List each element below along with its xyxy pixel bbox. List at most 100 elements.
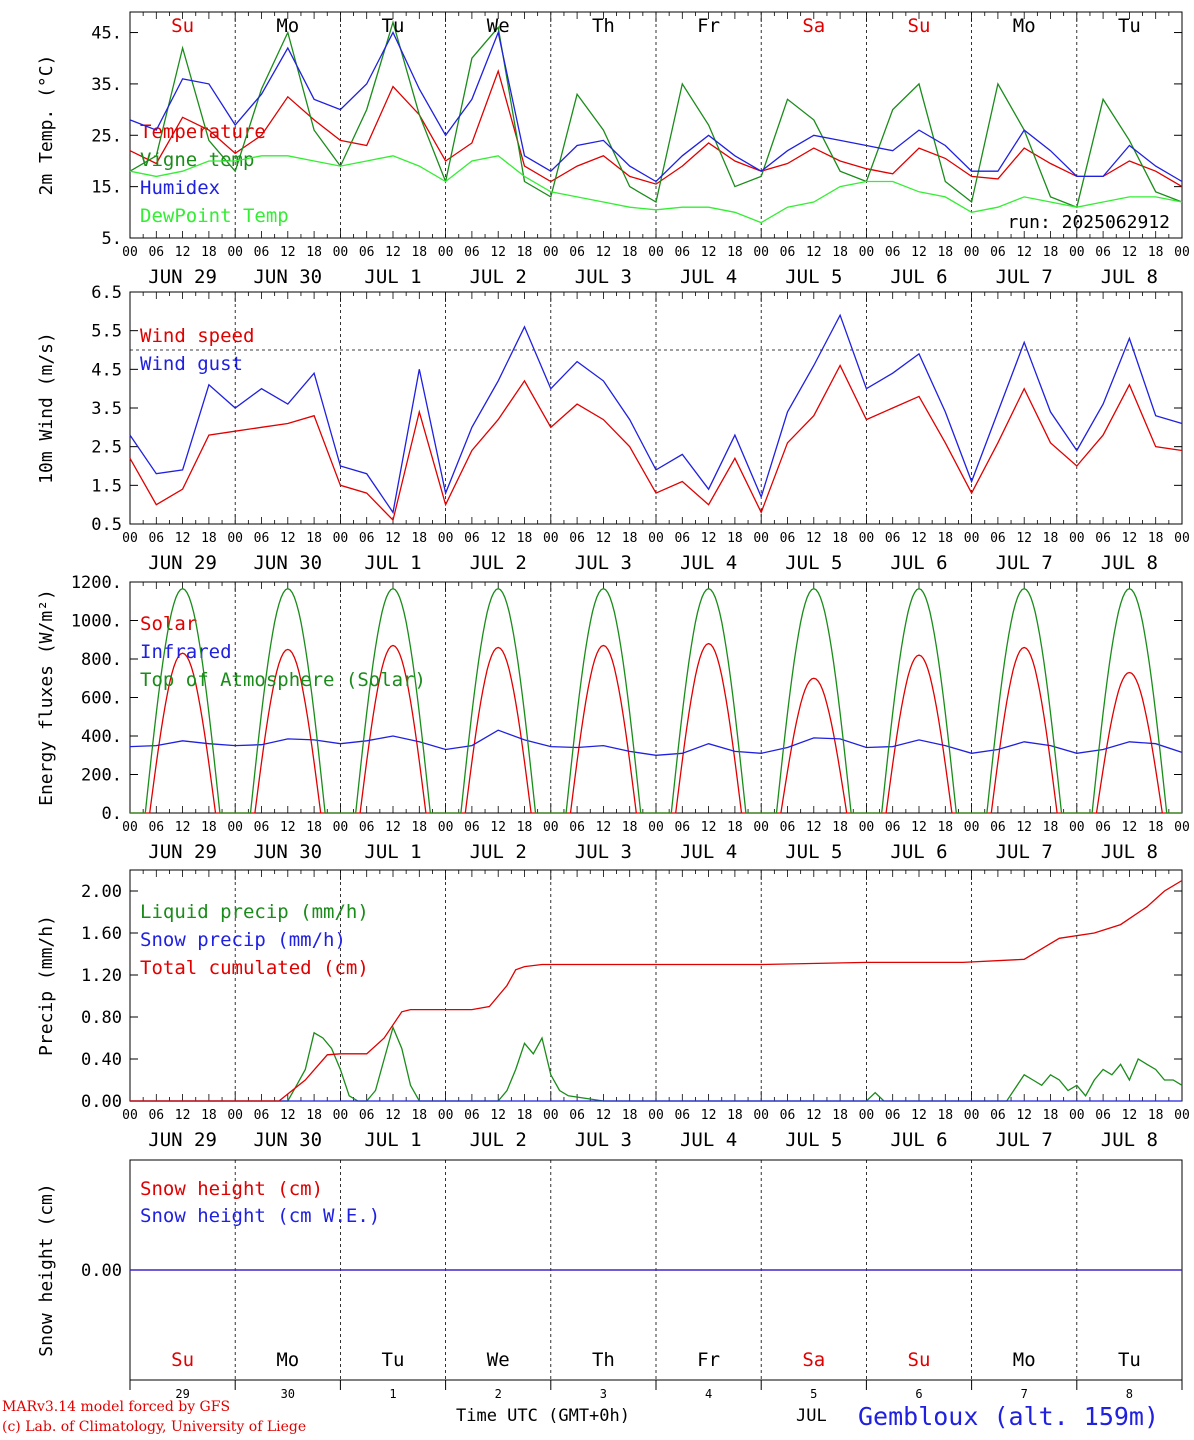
hour-label: 00	[753, 820, 769, 835]
hour-label: 12	[1016, 1108, 1032, 1123]
date-label: JUL 4	[680, 266, 737, 288]
legend-entry: Snow height (cm)	[140, 1178, 323, 1200]
series-line-temperature	[129, 68, 1183, 188]
hour-label: 00	[964, 1108, 980, 1123]
date-label: JUL 7	[996, 552, 1053, 574]
hour-label: 18	[517, 1108, 533, 1123]
bottom-day-number: 3	[600, 1387, 607, 1401]
y-axis-label: Snow height (cm)	[36, 1183, 57, 1356]
hour-label: 18	[1148, 531, 1164, 546]
hour-label: 18	[622, 1108, 638, 1123]
date-label: JUL 7	[996, 266, 1053, 288]
y-tick-label: 5.5	[91, 322, 122, 342]
series-line-liquid-precip-mm-h-	[130, 1025, 1183, 1102]
hour-label: 00	[227, 531, 243, 546]
weekday-label: We	[487, 15, 510, 37]
hour-label: 12	[701, 531, 717, 546]
legend-entry: Vigne temp	[140, 149, 254, 171]
weekday-label: Mo	[1013, 15, 1036, 37]
hour-label: 06	[254, 1108, 270, 1123]
y-tick-label: 1.5	[91, 476, 122, 496]
hour-label: 12	[911, 245, 927, 260]
y-tick-label: 45.	[91, 24, 122, 44]
hour-label: 06	[1095, 245, 1111, 260]
hour-label: 00	[648, 820, 664, 835]
hour-label: 12	[175, 531, 191, 546]
date-label: JUL 1	[364, 266, 421, 288]
hour-label: 12	[806, 245, 822, 260]
legend-entry: Temperature	[140, 121, 266, 143]
hour-label: 18	[306, 820, 322, 835]
date-label: JUN 30	[253, 552, 322, 574]
y-tick-label: 200.	[81, 766, 122, 786]
y-tick-label: 2.5	[91, 438, 122, 458]
y-tick-label: 4.5	[91, 360, 122, 380]
hour-label: 06	[359, 820, 375, 835]
hour-label: 00	[333, 245, 349, 260]
bottom-day-number: 29	[175, 1387, 189, 1401]
hour-label: 12	[1016, 820, 1032, 835]
legend-entry: Infrared	[140, 641, 232, 663]
hour-label: 12	[806, 1108, 822, 1123]
hour-label: 12	[701, 245, 717, 260]
hour-label: 00	[122, 820, 138, 835]
date-label: JUL 3	[575, 266, 632, 288]
month-label: JUL	[796, 1406, 827, 1426]
hour-label: 00	[753, 1108, 769, 1123]
bottom-weekday-label: Su	[908, 1349, 931, 1371]
legend-entry: Liquid precip (mm/h)	[140, 901, 369, 923]
weekday-label: Sa	[802, 15, 825, 37]
bottom-weekday-label: Tu	[382, 1349, 405, 1371]
hour-label: 12	[596, 245, 612, 260]
hour-label: 12	[1016, 245, 1032, 260]
hour-label: 18	[1148, 820, 1164, 835]
date-label: JUL 4	[680, 552, 737, 574]
date-label: JUL 2	[470, 266, 527, 288]
date-label: JUL 6	[890, 841, 947, 863]
model-credit: MARv3.14 model forced by GFS	[2, 1399, 231, 1415]
hour-label: 00	[1174, 820, 1190, 835]
hour-label: 12	[490, 1108, 506, 1123]
date-label: JUL 2	[470, 1129, 527, 1151]
weekday-label: Tu	[1118, 15, 1141, 37]
bottom-day-number: 8	[1126, 1387, 1133, 1401]
hour-label: 12	[1122, 1108, 1138, 1123]
date-label: JUL 5	[785, 1129, 842, 1151]
bottom-weekday-label: Sa	[802, 1349, 825, 1371]
hour-label: 18	[937, 531, 953, 546]
hour-label: 12	[280, 245, 296, 260]
hour-label: 06	[569, 820, 585, 835]
y-tick-label: 0.00	[81, 1261, 122, 1281]
hour-label: 12	[385, 820, 401, 835]
y-tick-label: 0.80	[81, 1008, 122, 1028]
legend-entry: Humidex	[140, 177, 220, 199]
hour-label: 06	[885, 1108, 901, 1123]
series-line-wind-speed	[129, 364, 1183, 522]
y-tick-label: 6.5	[91, 283, 122, 303]
hour-label: 12	[175, 820, 191, 835]
hour-label: 18	[201, 1108, 217, 1123]
hour-label: 12	[806, 531, 822, 546]
date-label: JUL 5	[785, 266, 842, 288]
hour-label: 00	[753, 531, 769, 546]
bottom-weekday-label: Tu	[1118, 1349, 1141, 1371]
hour-label: 00	[333, 1108, 349, 1123]
hour-label: 00	[122, 531, 138, 546]
date-label: JUL 8	[1101, 1129, 1158, 1151]
date-label: JUL 1	[364, 1129, 421, 1151]
hour-label: 12	[280, 1108, 296, 1123]
hour-label: 06	[569, 245, 585, 260]
hour-label: 12	[596, 1108, 612, 1123]
hour-label: 18	[1043, 820, 1059, 835]
date-label: JUN 30	[253, 266, 322, 288]
bottom-weekday-label: Th	[592, 1349, 615, 1371]
y-axis-label: 10m Wind (m/s)	[36, 332, 57, 484]
hour-label: 06	[464, 245, 480, 260]
hour-label: 00	[1069, 1108, 1085, 1123]
legend-entry: DewPoint Temp	[140, 205, 289, 227]
hour-label: 06	[990, 245, 1006, 260]
date-label: JUL 7	[996, 841, 1053, 863]
date-label: JUN 30	[253, 1129, 322, 1151]
hour-label: 06	[780, 531, 796, 546]
hour-label: 00	[543, 820, 559, 835]
